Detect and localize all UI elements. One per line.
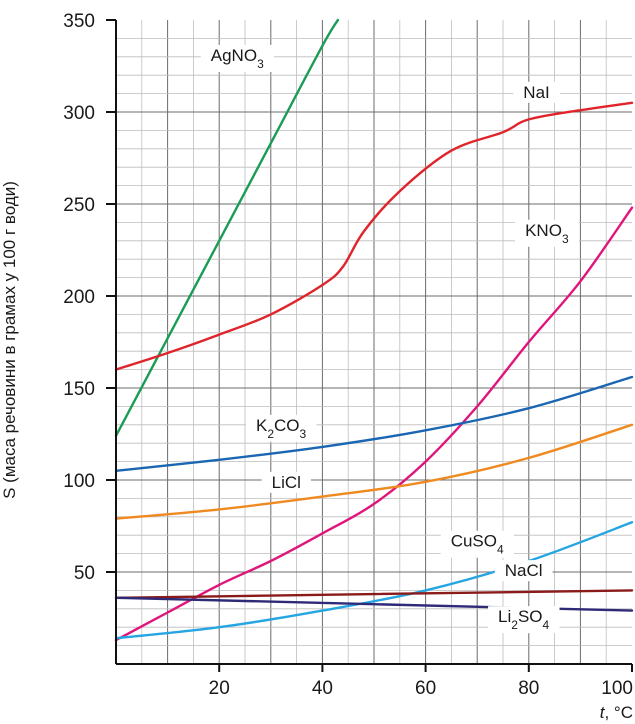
series-label-cuso4: CuSO4 xyxy=(440,530,515,558)
y-tick-label: 300 xyxy=(63,103,95,124)
series-line-li2so4 xyxy=(114,596,634,612)
series-label-licl: LiCl xyxy=(261,471,311,493)
series-label-text: Li2SO4 xyxy=(498,607,549,632)
x-tick-label: 100 xyxy=(601,678,633,699)
series-label-text: AgNO3 xyxy=(211,46,264,71)
series-label-background xyxy=(513,81,560,103)
y-tick-label: 200 xyxy=(63,287,95,308)
series-label-text: NaI xyxy=(523,83,549,102)
series-line-agno3 xyxy=(114,18,340,437)
x-tick-label: 20 xyxy=(209,678,230,699)
x-tick-label: 40 xyxy=(312,678,333,699)
series-label-background xyxy=(440,530,515,558)
series-label-text: LiCl xyxy=(272,473,301,492)
series-label-text: CuSO4 xyxy=(451,532,504,557)
series-label-text: NaCl xyxy=(505,561,543,580)
series-label-nai: NaI xyxy=(513,81,560,103)
series-line-licl xyxy=(114,423,634,520)
x-axis-variable: t xyxy=(600,703,606,722)
x-axis-title: t, °C xyxy=(600,703,633,722)
series-label-text: KNO3 xyxy=(525,221,569,246)
series-label-background xyxy=(200,44,275,72)
series-label-kno3: KNO3 xyxy=(515,219,579,247)
y-tick-label: 150 xyxy=(63,379,95,400)
grid xyxy=(116,20,632,664)
series-line-cuso4 xyxy=(114,521,634,640)
x-axis-unit: , °C xyxy=(604,703,633,722)
series-label-li2so4: Li2SO4 xyxy=(488,606,560,634)
series-line-k2co3 xyxy=(114,375,634,472)
series-label-k2co3: K2CO3 xyxy=(246,414,317,442)
series-label-background xyxy=(261,471,311,493)
y-axis-title: S (маса речовини в грамах у 100 г води) xyxy=(0,181,19,499)
x-tick-label: 80 xyxy=(518,678,539,699)
series-label-background xyxy=(488,606,560,634)
y-tick-label: 50 xyxy=(74,563,95,584)
series-line-nai xyxy=(114,101,634,371)
tick-labels: 50 100 150 200 250 300 350 20 40 60 80 100 xyxy=(63,11,633,699)
y-tick-label: 350 xyxy=(63,11,95,32)
y-tick-label: 100 xyxy=(63,471,95,492)
series-label-background xyxy=(515,219,579,247)
series-label-agno3: AgNO3 xyxy=(200,44,275,72)
series-label-background xyxy=(246,414,317,442)
y-tick-label: 250 xyxy=(63,195,95,216)
series-lines xyxy=(114,18,634,642)
axes xyxy=(115,20,632,665)
x-tick-label: 60 xyxy=(415,678,436,699)
series-label-nacl: NaCl xyxy=(494,560,553,582)
series-line-nacl xyxy=(114,589,634,599)
series-line-kno3 xyxy=(114,206,634,642)
series-label-text: K2CO3 xyxy=(256,416,307,441)
series-label-background xyxy=(494,560,553,582)
